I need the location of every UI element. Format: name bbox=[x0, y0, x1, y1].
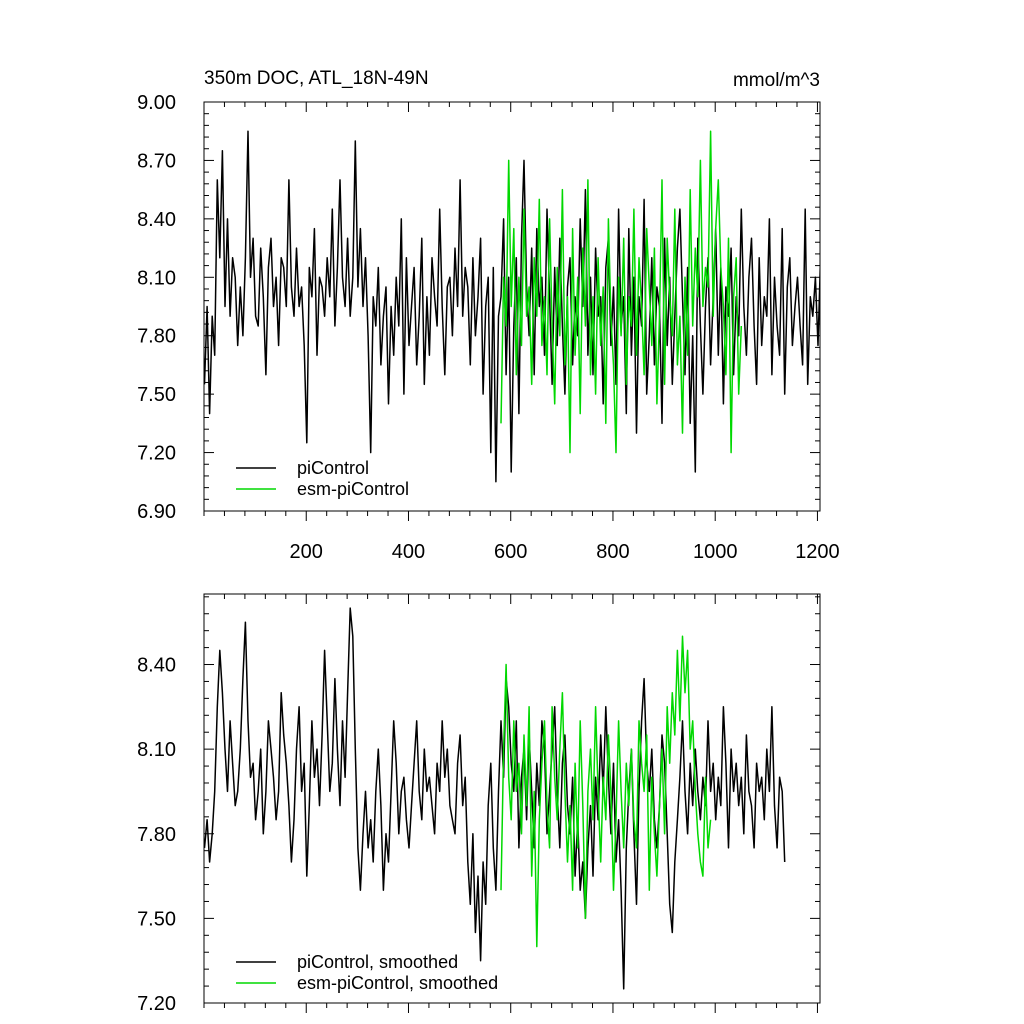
top-x-tick-label: 800 bbox=[596, 541, 629, 563]
bottom-series-line-1 bbox=[500, 635, 712, 948]
top-series-line-0 bbox=[204, 130, 820, 483]
bottom-series-group bbox=[204, 607, 786, 990]
bottom-y-tick-label: 7.80 bbox=[137, 824, 176, 846]
bottom-legend-label-1: esm-piControl, smoothed bbox=[297, 973, 498, 993]
top-y-tick-label: 8.70 bbox=[137, 150, 176, 172]
top-panel: 350m DOC, ATL_18N-49N mmol/m^3 6.90 7.20 7… bbox=[137, 68, 840, 563]
bottom-series-line-0 bbox=[204, 607, 786, 990]
top-axes: 6.90 7.20 7.50 7.80 8.10 8.40 8.70 9.00 200 400 60… bbox=[137, 92, 840, 563]
top-legend-label-1: esm-piControl bbox=[297, 479, 409, 499]
bottom-y-tick-label: 8.10 bbox=[137, 739, 176, 761]
top-x-tick-label: 1000 bbox=[693, 541, 738, 563]
bottom-panel: 7.20 7.50 7.80 8.10 8.40 piControl, smoothed… bbox=[137, 593, 821, 1015]
top-series-line-1 bbox=[500, 130, 743, 454]
top-y-tick-label: 8.10 bbox=[137, 267, 176, 289]
top-plot-frame bbox=[203, 101, 821, 512]
top-y-tick-label: 9.00 bbox=[137, 92, 176, 114]
top-y-tick-label: 7.50 bbox=[137, 384, 176, 406]
top-y-tick-label: 7.80 bbox=[137, 326, 176, 348]
bottom-plot-frame bbox=[203, 593, 821, 1004]
top-y-tick-label: 7.20 bbox=[137, 443, 176, 465]
bottom-y-tick-label: 8.40 bbox=[137, 655, 176, 677]
bottom-legend-label-0: piControl, smoothed bbox=[297, 952, 458, 972]
bottom-y-tick-label: 7.20 bbox=[137, 993, 176, 1015]
units-label: mmol/m^3 bbox=[733, 70, 820, 91]
top-x-tick-label: 600 bbox=[494, 541, 527, 563]
top-x-tick-label: 200 bbox=[290, 541, 323, 563]
top-x-tick-label: 400 bbox=[392, 541, 425, 563]
bottom-y-tick-label: 7.50 bbox=[137, 908, 176, 930]
top-y-tick-label: 8.40 bbox=[137, 209, 176, 231]
top-y-tick-label: 6.90 bbox=[137, 501, 176, 523]
top-legend-label-0: piControl bbox=[297, 458, 369, 478]
bottom-axes: 7.20 7.50 7.80 8.10 8.40 bbox=[137, 593, 821, 1015]
top-x-tick-label: 1200 bbox=[795, 541, 840, 563]
chart-title: 350m DOC, ATL_18N-49N bbox=[204, 68, 429, 89]
top-series-group bbox=[204, 130, 820, 483]
